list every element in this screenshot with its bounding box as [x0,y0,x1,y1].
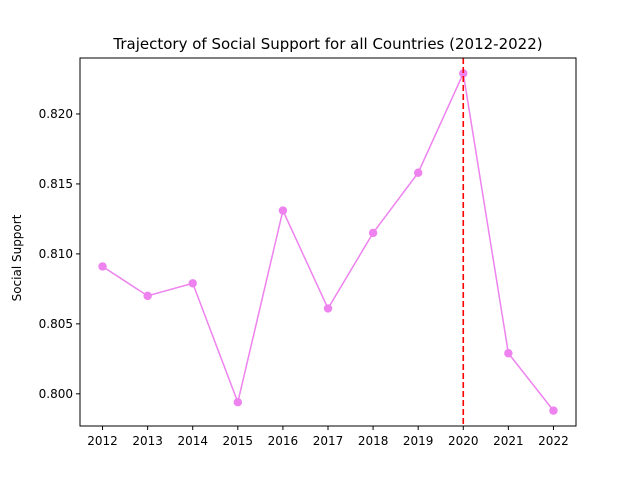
data-point [413,168,423,177]
x-tick-label: 2016 [268,434,299,448]
y-tick-label: 0.820 [39,107,73,121]
data-point [549,406,558,415]
data-point [368,228,378,238]
y-axis-label: Social Support [10,214,24,301]
x-tick-label: 2021 [493,434,524,448]
data-point [459,69,468,78]
x-tick-label: 2012 [87,434,118,448]
data-point [98,262,107,271]
data-point [188,279,197,288]
x-tick-label: 2013 [132,434,163,448]
data-point [504,349,513,358]
y-tick-label: 0.805 [39,317,73,331]
data-point [233,398,243,407]
y-tick-label: 0.810 [39,247,73,261]
plot-frame [79,57,577,427]
y-tick-label: 0.815 [39,177,73,191]
chart-title: Trajectory of Social Support for all Cou… [112,35,542,53]
x-tick-label: 2014 [177,434,208,448]
x-tick-label: 2020 [448,434,479,448]
data-point [323,304,333,313]
x-tick-label: 2022 [538,434,569,448]
y-tick-label: 0.800 [39,387,73,401]
x-tick-label: 2015 [223,434,254,448]
plot-area: 2012 2013 2014 2015 2016 2017 2018 2019 2020 2021… [39,58,569,448]
x-tick-label: 2018 [358,434,389,448]
x-tick-label: 2017 [313,434,344,448]
x-tick-label: 2019 [403,434,434,448]
data-point [143,291,152,301]
data-point [278,206,288,215]
